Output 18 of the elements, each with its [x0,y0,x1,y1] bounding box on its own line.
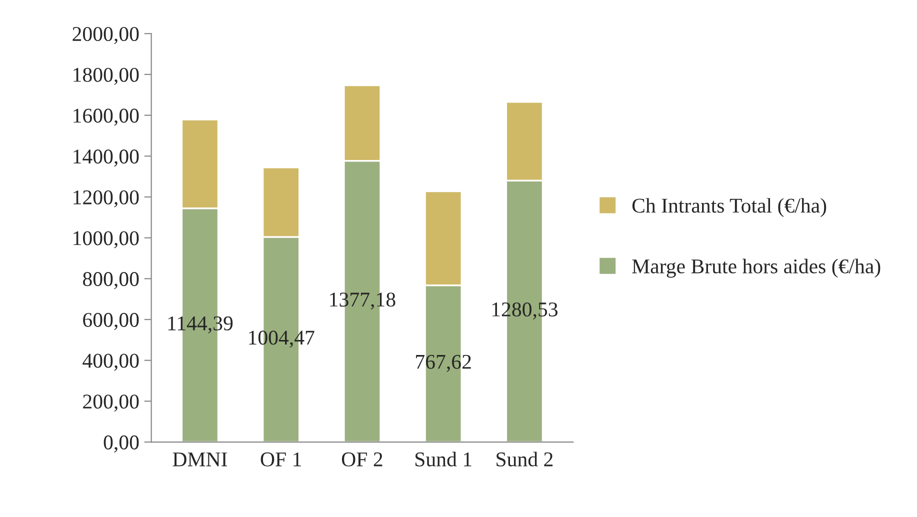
y-tick-label: 400,00 [82,354,139,371]
legend-label: Ch Intrants Total (€/ha) [632,198,826,217]
x-tick-label: OF 1 [260,452,301,466]
y-tick-label: 1000,00 [74,231,139,248]
y-tick-label: 200,00 [83,394,139,412]
y-tick-label: 600,00 [83,312,139,330]
y-tick-label: 2000,00 [72,26,139,44]
y-tick-label: 1600,00 [74,108,139,126]
x-tick-label: Sund 2 [496,452,553,466]
legend-label: Marge Brute hors aides (€/ha) [632,258,880,278]
y-tick-label: 1200,00 [74,190,139,208]
x-tick-label: DMNI [172,452,228,466]
y-tick-label: 800,00 [83,272,139,290]
y-tick-label: 1400,00 [74,150,139,167]
y-tick-label: 0,00 [104,435,139,452]
x-tick-label: Sund 1 [415,452,472,466]
x-tick-label: OF 2 [342,452,382,466]
y-tick-label: 1800,00 [74,68,139,85]
